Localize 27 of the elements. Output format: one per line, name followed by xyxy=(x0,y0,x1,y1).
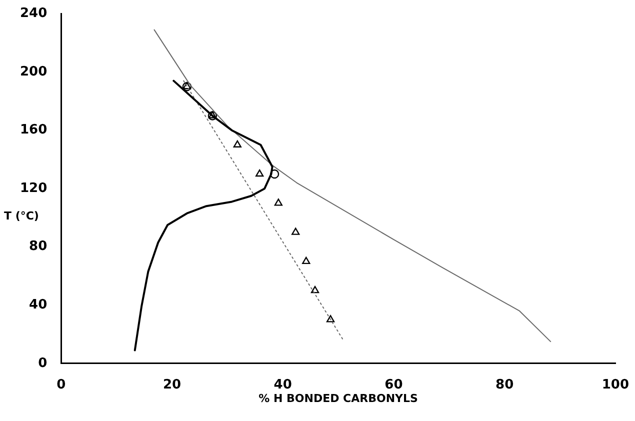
point xyxy=(274,198,282,206)
x-axis-title: % H BONDED CARBONYLS xyxy=(258,392,418,405)
y-tick-label: 0 xyxy=(38,356,48,371)
y-tick-label: 120 xyxy=(20,180,48,196)
point xyxy=(256,169,264,177)
point xyxy=(182,82,192,92)
point xyxy=(310,286,320,294)
point xyxy=(182,82,192,90)
y-tick-label: 240 xyxy=(20,6,48,22)
x-tick-label: 0 xyxy=(56,378,66,393)
point xyxy=(208,111,218,120)
y-tick-label: 160 xyxy=(20,122,48,138)
y-tick-label: 200 xyxy=(20,64,48,80)
point xyxy=(233,140,242,148)
point xyxy=(302,256,310,264)
point xyxy=(208,111,217,118)
y-tick-label: 40 xyxy=(29,298,48,313)
x-tick-label: 100 xyxy=(602,378,629,393)
point xyxy=(270,169,280,179)
x-tick-label: 60 xyxy=(384,378,403,393)
x-tick-label: 80 xyxy=(496,378,514,393)
x-tick-label: 20 xyxy=(162,378,182,393)
x-tick-label: 40 xyxy=(274,378,292,393)
point xyxy=(292,228,300,235)
y-tick-label: 80 xyxy=(29,239,48,254)
point xyxy=(326,315,335,322)
y-axis-title: T (°C) xyxy=(4,209,39,222)
